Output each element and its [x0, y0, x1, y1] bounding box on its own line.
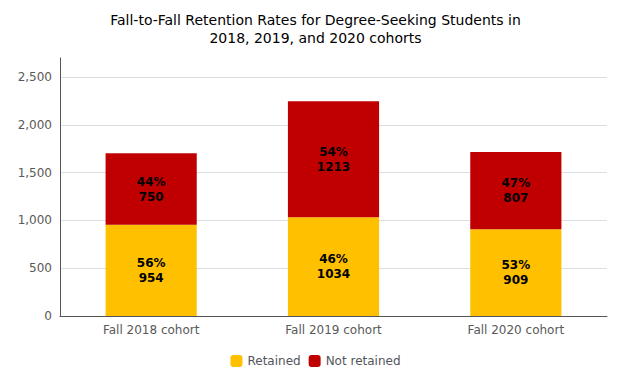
svg-text:2,000: 2,000	[18, 118, 52, 132]
svg-text:1,500: 1,500	[18, 166, 52, 180]
svg-text:2018, 2019, and 2020 cohorts: 2018, 2019, and 2020 cohorts	[209, 30, 421, 46]
svg-text:54%: 54%	[319, 145, 348, 159]
svg-text:Not retained: Not retained	[326, 354, 401, 368]
svg-text:46%: 46%	[319, 252, 348, 266]
svg-text:909: 909	[503, 273, 528, 287]
svg-text:750: 750	[139, 190, 164, 204]
svg-text:954: 954	[139, 271, 164, 285]
svg-text:53%: 53%	[501, 258, 530, 272]
svg-text:Fall 2020 cohort: Fall 2020 cohort	[468, 323, 565, 337]
svg-text:0: 0	[44, 309, 52, 323]
svg-text:56%: 56%	[137, 256, 166, 270]
svg-text:2,500: 2,500	[18, 70, 52, 84]
svg-text:Fall 2018 cohort: Fall 2018 cohort	[103, 323, 200, 337]
svg-text:1213: 1213	[317, 160, 350, 174]
svg-text:47%: 47%	[501, 176, 530, 190]
svg-text:Retained: Retained	[247, 354, 300, 368]
svg-text:500: 500	[29, 261, 52, 275]
svg-text:Fall-to-Fall Retention Rates f: Fall-to-Fall Retention Rates for Degree-…	[110, 12, 521, 28]
svg-text:44%: 44%	[137, 175, 166, 189]
svg-text:1,000: 1,000	[18, 213, 52, 227]
svg-text:1034: 1034	[317, 267, 350, 281]
svg-text:807: 807	[503, 191, 528, 205]
svg-text:Fall 2019 cohort: Fall 2019 cohort	[285, 323, 382, 337]
